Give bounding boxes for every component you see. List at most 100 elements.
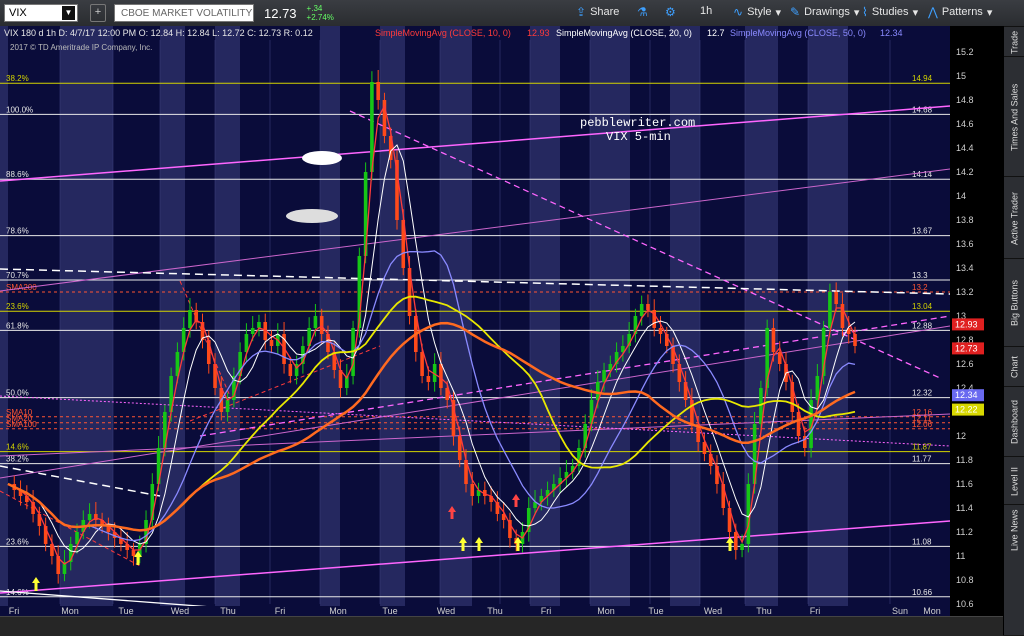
trend-line[interactable] [0,168,951,292]
session-band [215,26,240,616]
price-tick-label: 13.6 [956,239,974,249]
trend-line[interactable] [0,490,141,567]
candle-body [846,328,851,334]
candle-body [639,304,644,316]
candle-body [125,544,130,550]
patterns-menu[interactable]: ⋀ Patterns ▾ [928,5,992,19]
net-change-value: +.34 [306,4,323,13]
candle-body [87,514,92,520]
session-band [530,26,560,616]
price-tick-label: 14 [956,191,966,201]
arrow-up-icon [512,494,520,507]
moving-averages [7,104,856,565]
candle-body [31,502,35,514]
right-sidebar: Trade Times And Sales Active Trader Big But… [1003,26,1024,635]
price-tag [952,403,984,416]
time-axis: Fri Mon Tue Wed Thu Fri Mon Tue Wed Thu Fri Mon Tue W… [0,606,950,616]
price-tick-label: 11.8 [956,455,973,465]
candle-body [608,364,613,370]
candle-body [150,484,155,520]
net-change-percent: +2.74% [306,13,334,22]
price-tick-label: 14.2 [956,167,974,177]
trend-line[interactable] [0,395,951,447]
sidebar-tab[interactable]: Level II [1004,456,1024,505]
candle-body [589,400,594,424]
trend-line[interactable] [0,520,951,594]
price-tick-label: 15.2 [956,47,974,57]
candle-body [250,328,255,334]
candle-body [633,316,638,334]
add-symbol-icon[interactable]: + [90,4,106,22]
level-label: 23.6% [6,537,29,546]
symbol-selector[interactable]: VIX ▼ [4,4,78,22]
candle-body [43,526,48,544]
candle-body [163,412,167,448]
patterns-label: Patterns [941,6,983,18]
style-menu[interactable]: ∿ Style ▾ [733,5,781,19]
candle-body [169,376,173,412]
trend-line[interactable] [0,268,951,295]
candle-body [75,532,79,544]
sidebar-tab[interactable]: Trade [1004,26,1024,57]
session-band [0,26,8,616]
timeframe-selector[interactable]: 1h [700,5,712,17]
share-button[interactable]: ⇪ Share [576,5,619,19]
drawings-menu[interactable]: ✎ Drawings ▾ [790,5,859,19]
sma50-legend[interactable]: SimpleMovingAvg (CLOSE, 50, 0) [730,28,866,38]
candle-body [495,502,500,514]
candle-body [100,520,104,526]
sidebar-tab[interactable]: Live News [1004,504,1024,555]
share-icon: ⇪ [576,5,587,19]
trend-line[interactable] [0,465,161,497]
price-tick-label: 11.4 [956,503,973,513]
sidebar-tab[interactable]: Big Buttons [1004,258,1024,347]
flask-button[interactable]: ⚗ [637,5,648,19]
time-tick-label: Mon [61,606,79,616]
style-icon: ∿ [733,5,744,19]
arrow-up-icon [475,537,483,551]
sidebar-tab[interactable]: Chart [1004,346,1024,387]
candle-body [508,520,512,538]
candle-body [50,544,54,556]
candle-body [225,400,230,412]
candle-body [715,466,719,484]
chevron-down-icon[interactable]: ▼ [62,6,75,20]
candle-body [257,322,261,328]
candle-body [420,352,424,376]
level-label: 23.6% [6,302,29,311]
price-chart[interactable]: 38.2% 14.94 100.0% 14.68 88.6% 14.14 78.6% 13.6… [0,26,1003,616]
chevron-down-icon: ▾ [853,6,860,19]
sma20-legend[interactable]: SimpleMovingAvg (CLOSE, 20, 0) [556,28,692,38]
sidebar-tab[interactable]: Times And Sales [1004,56,1024,177]
trend-line[interactable] [349,110,941,379]
arrow-up-icon [134,551,142,565]
candle-body [457,436,462,460]
bottom-scroll-bar[interactable] [0,616,1003,636]
candle-body [803,436,807,448]
sma10-legend[interactable]: SimpleMovingAvg (CLOSE, 10, 0) [375,28,511,38]
price-tick-label: 14.4 [956,143,974,153]
sidebar-tab[interactable]: Active Trader [1004,176,1024,259]
candle-body [288,364,293,376]
time-tick-label: Thu [487,606,503,616]
price-tag-label: 12.34 [955,390,978,400]
sidebar-tab[interactable]: Dashboard [1004,386,1024,457]
candle-body [432,364,437,382]
trend-line[interactable] [0,105,951,182]
price-tick-label: 12.6 [956,359,974,369]
candle-body [583,424,588,448]
trend-line[interactable] [189,345,381,422]
annotation-line1: pebblewriter.com [580,116,695,130]
candle-body [395,160,399,220]
candle-body [752,424,757,484]
studies-menu[interactable]: ⌇ Studies ▾ [862,5,918,19]
level-value: 12.88 [912,321,933,330]
settings-button[interactable]: ⚙ [665,5,676,19]
level-label: 78.6% [6,227,29,236]
candle-body [539,496,544,502]
candle-body [777,352,782,364]
copyright: 2017 © TD Ameritrade IP Company, Inc. [10,43,152,52]
symbol-description: CBOE MARKET VOLATILITY INDEX [114,4,254,37]
candle-body [451,400,456,436]
time-tick-label: Fri [541,606,552,616]
